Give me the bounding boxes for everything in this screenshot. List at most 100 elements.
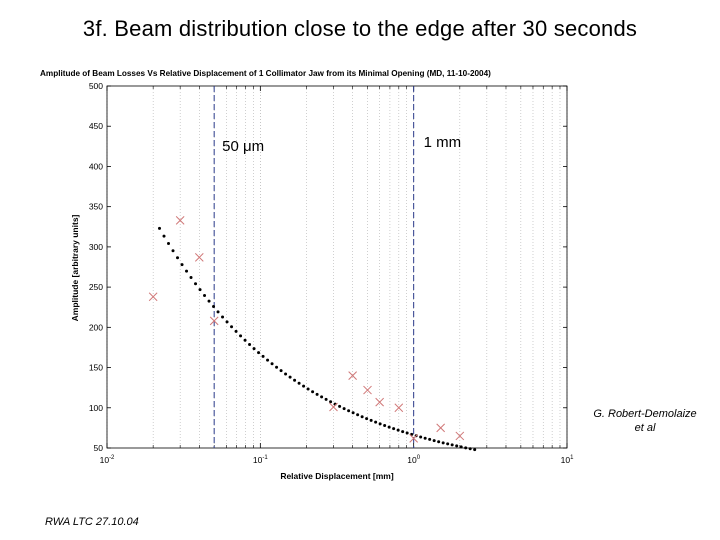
measured-points <box>148 215 465 443</box>
data-point-stroke <box>394 403 404 413</box>
x-tick-label: 10-1 <box>253 455 268 465</box>
x-tick-label: 101 <box>561 455 574 465</box>
fit-point <box>455 444 459 448</box>
fit-point <box>428 437 432 441</box>
data-point-stroke <box>329 402 338 412</box>
fit-point <box>468 447 472 451</box>
fit-point <box>378 422 382 426</box>
fit-point <box>437 440 441 444</box>
data-point-stroke <box>375 397 385 407</box>
fit-point <box>234 329 238 333</box>
y-tick-label: 300 <box>89 242 103 252</box>
fit-point <box>342 407 346 411</box>
reference-label: 1 mm <box>424 134 462 151</box>
fit-point <box>315 392 319 396</box>
fit-point <box>189 276 193 280</box>
fit-point <box>446 442 450 446</box>
fit-point <box>365 417 369 421</box>
fit-point <box>351 411 355 415</box>
fit-point <box>401 430 405 434</box>
data-point-stroke <box>409 433 419 443</box>
y-tick-label: 100 <box>89 403 103 413</box>
fit-point <box>288 375 292 379</box>
data-point-stroke <box>148 292 158 302</box>
fit-point <box>207 299 211 303</box>
fit-point <box>171 249 175 253</box>
fit-point <box>194 282 198 286</box>
chart-title: Amplitude of Beam Losses Vs Relative Dis… <box>40 69 491 78</box>
fit-point <box>423 436 427 440</box>
fit-point <box>239 334 243 338</box>
fit-point <box>383 423 387 427</box>
y-tick-label: 450 <box>89 121 103 131</box>
x-axis-label: Relative Displacement [mm] <box>280 471 394 481</box>
fit-point <box>252 347 256 351</box>
fit-point <box>293 378 297 382</box>
axes: 50 100 150 200 250 300 350 400 450 500 10-2 10-1 100… <box>89 81 574 465</box>
fit-point <box>212 305 216 309</box>
fit-point <box>405 431 409 435</box>
data-point-stroke <box>455 431 465 441</box>
fit-point <box>248 342 252 346</box>
y-axis-label: Amplitude [arbitrary units] <box>70 214 80 321</box>
fit-point <box>464 446 468 450</box>
data-point <box>209 316 219 326</box>
fit-point <box>162 234 166 238</box>
fit-point <box>329 400 333 404</box>
fit-point <box>320 395 324 399</box>
fit-point <box>261 354 265 358</box>
data-point <box>175 215 185 225</box>
fit-point <box>284 372 288 376</box>
reference-label: 50 μm <box>222 138 264 155</box>
data-point <box>148 292 158 302</box>
fit-point <box>221 315 225 319</box>
fit-point <box>311 390 315 394</box>
fit-point <box>198 288 202 292</box>
fit-point <box>356 413 360 417</box>
fit-point <box>216 310 220 314</box>
data-point <box>375 397 385 407</box>
fit-point <box>176 256 180 260</box>
fit-point <box>338 404 342 408</box>
fit-point <box>203 293 207 297</box>
fit-point <box>459 445 463 449</box>
fit-point <box>441 441 445 445</box>
y-tick-label: 500 <box>89 81 103 91</box>
credit: G. Robert-Demolaize et al <box>580 407 710 435</box>
fit-point <box>297 381 301 385</box>
y-tick-label: 50 <box>94 443 104 453</box>
fit-point <box>324 397 328 401</box>
slide-title: 3f. Beam distribution close to the edge … <box>82 16 638 41</box>
data-point <box>363 385 372 395</box>
fit-curve <box>158 226 477 452</box>
fit-point <box>450 443 454 447</box>
data-point <box>455 431 465 441</box>
fit-point <box>167 242 171 246</box>
y-tick-label: 250 <box>89 282 103 292</box>
data-point <box>409 433 419 443</box>
fit-point <box>180 263 184 267</box>
fit-point <box>158 226 162 230</box>
grid-lines <box>106 86 568 448</box>
fit-point <box>369 418 373 422</box>
fit-point <box>225 320 229 324</box>
fit-point <box>419 435 423 439</box>
credit-etal: et al <box>634 422 656 434</box>
fit-point <box>230 325 234 329</box>
reference-markers: 50 μm 1 mm <box>213 86 462 448</box>
data-point <box>394 403 404 413</box>
credit-author: G. Robert-Demolaize <box>593 408 697 420</box>
x-tick-label: 100 <box>407 455 420 465</box>
fit-point <box>257 351 261 355</box>
fit-point <box>302 384 306 388</box>
fit-point <box>360 415 364 419</box>
y-tick-label: 150 <box>89 363 103 373</box>
fit-point <box>306 387 310 391</box>
data-point-stroke <box>363 385 372 395</box>
fit-point <box>266 358 270 362</box>
data-point-stroke <box>436 423 446 433</box>
data-point <box>348 371 358 380</box>
fit-point <box>279 369 283 373</box>
fit-point <box>270 362 274 366</box>
